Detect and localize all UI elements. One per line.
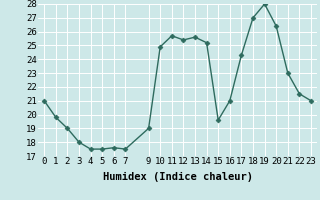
X-axis label: Humidex (Indice chaleur): Humidex (Indice chaleur) [103, 172, 252, 182]
